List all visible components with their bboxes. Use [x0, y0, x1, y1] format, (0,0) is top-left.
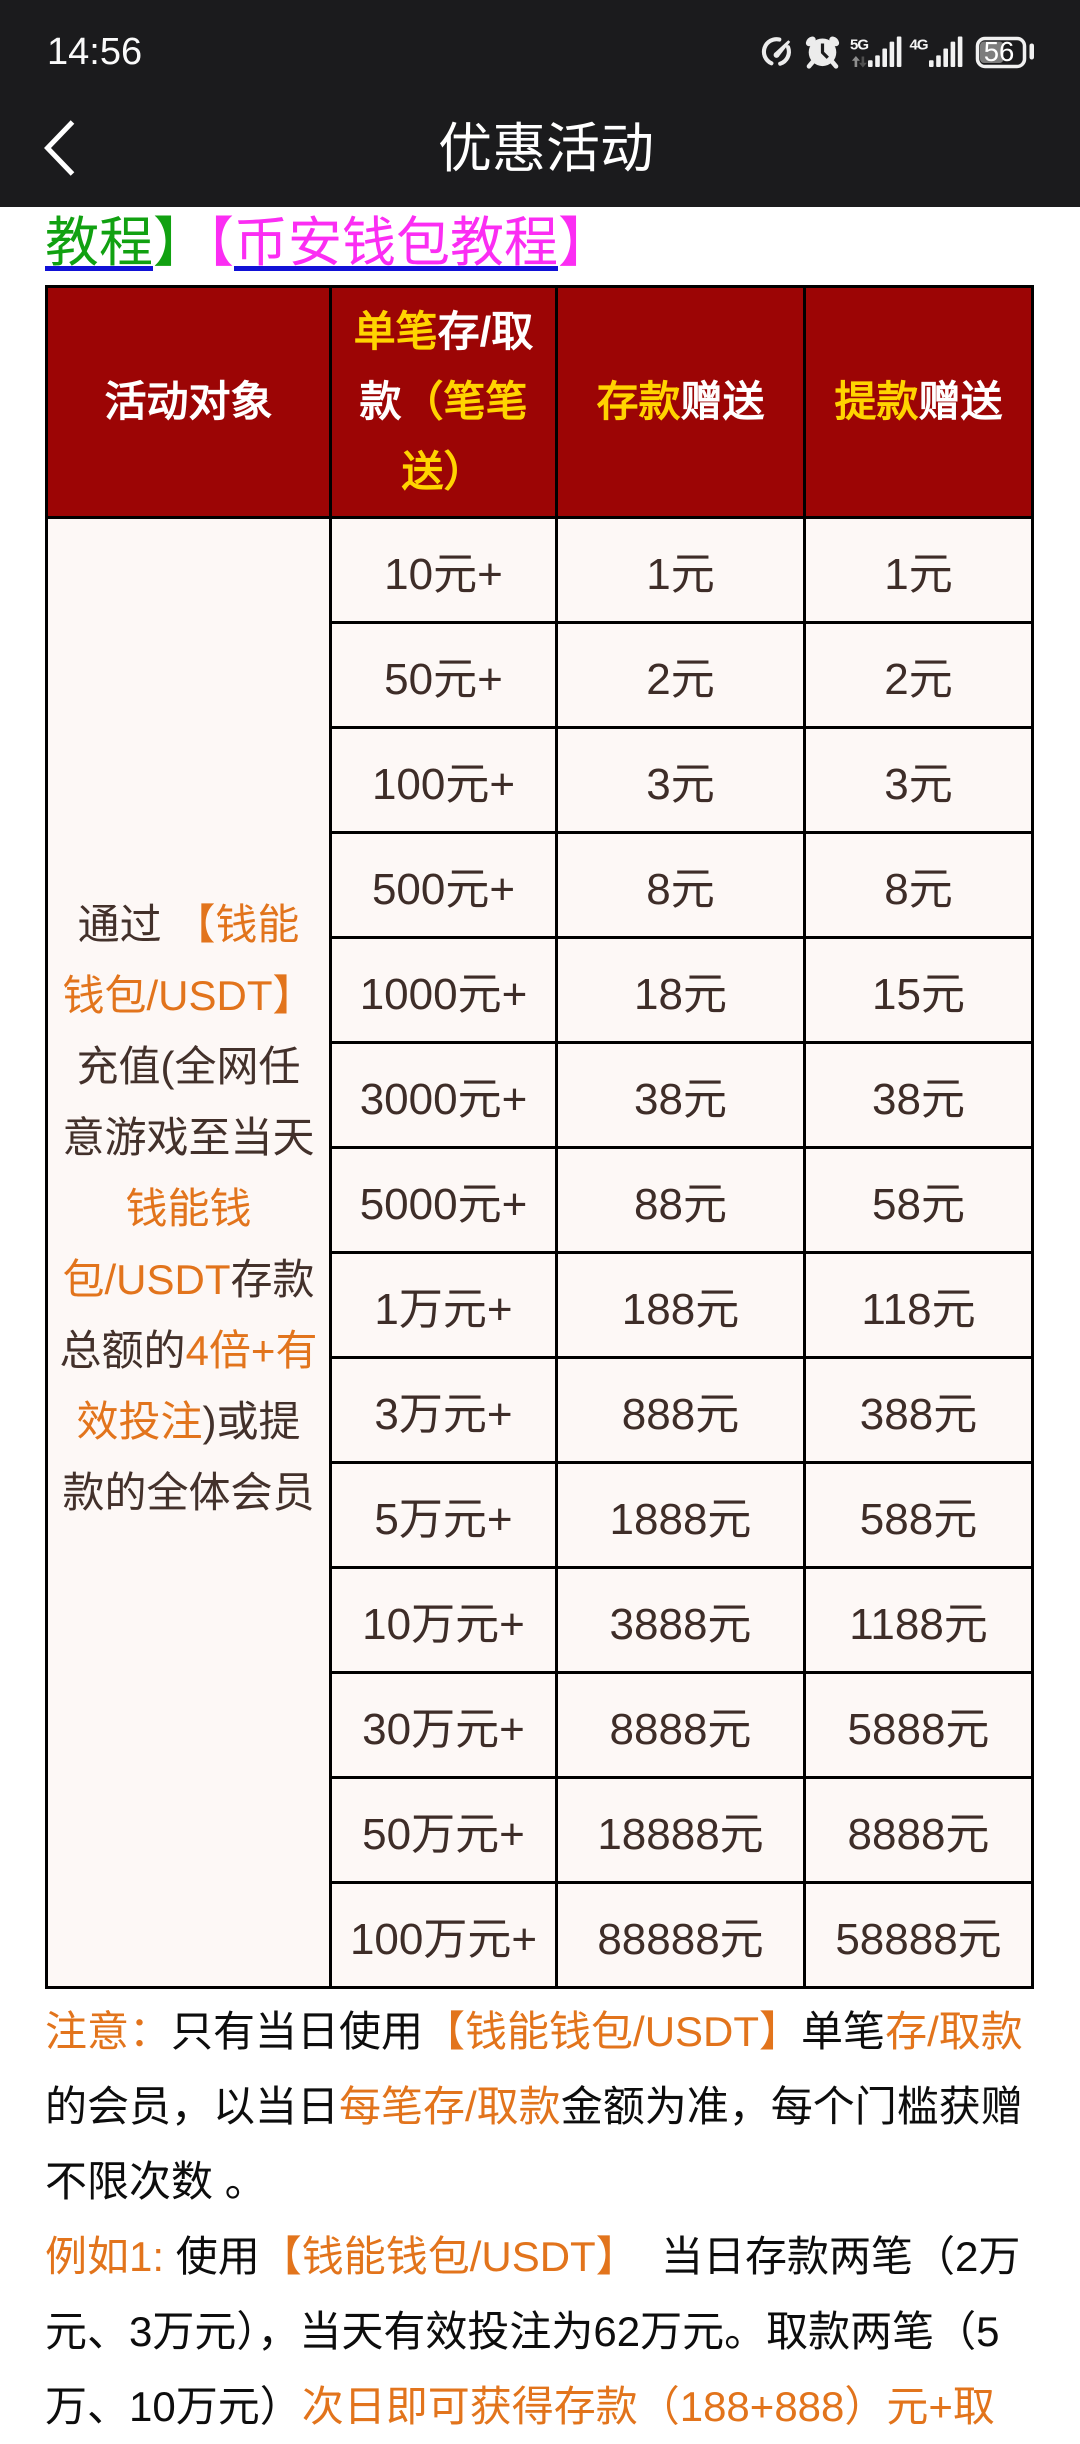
svg-text:4G: 4G	[910, 37, 928, 54]
svg-text:5G: 5G	[850, 37, 868, 54]
svg-text:56: 56	[984, 36, 1015, 67]
